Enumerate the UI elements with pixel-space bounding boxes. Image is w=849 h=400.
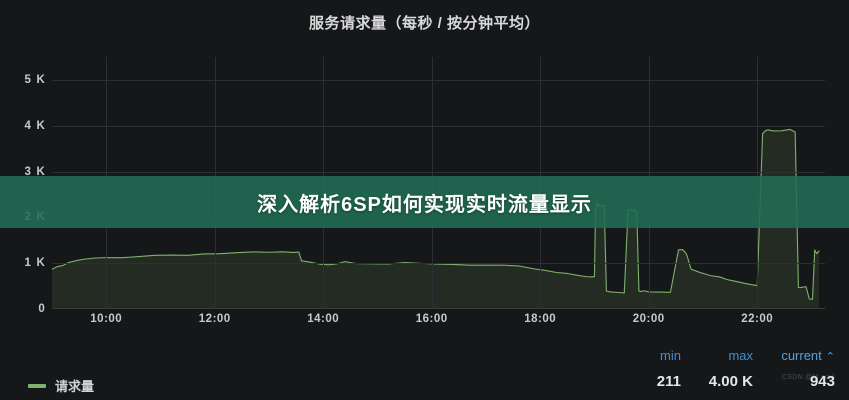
panel-title: 服务请求量（每秒 / 按分钟平均） — [308, 15, 540, 32]
overlay-banner-text: 深入解析6SP如何实现实时流量显示 — [257, 193, 592, 216]
y-axis-tick-label: 5 K — [24, 73, 46, 86]
stat-header-current-label: current — [781, 348, 822, 363]
stat-value-min: 211 — [656, 373, 681, 390]
stat-header-max[interactable]: max — [728, 348, 753, 363]
y-axis-tick-label: 0 — [38, 303, 46, 315]
watermark: CSDN @M.soul — [781, 374, 835, 381]
x-axis-tick-label: 14:00 — [307, 313, 340, 325]
y-axis-tick-label: 3 K — [24, 165, 46, 178]
x-axis-tick-label: 20:00 — [632, 313, 665, 325]
stat-header-current[interactable]: current ⌃ — [753, 338, 835, 363]
x-axis-tick-label: 22:00 — [741, 313, 774, 325]
gridline-horizontal — [52, 125, 825, 127]
x-axis-tick-label: 12:00 — [198, 313, 231, 325]
x-axis: 10:00 12:00 14:00 16:00 18:00 20:00 22:00 — [52, 313, 825, 333]
x-axis-baseline — [52, 308, 825, 309]
x-axis-tick-label: 16:00 — [415, 313, 448, 325]
y-axis-tick-label: 1 K — [24, 257, 46, 270]
gridline-horizontal — [52, 171, 825, 173]
legend-series-label: 请求量 — [55, 379, 95, 394]
stat-header-min[interactable]: min — [660, 348, 681, 363]
legend: 请求量 min max current ⌃ 211 4.00 K 943 CSDN… — [0, 338, 849, 400]
y-axis-tick-label: 4 K — [24, 119, 46, 132]
x-axis-tick-label: 18:00 — [524, 313, 557, 325]
stat-value-current: 943 — [809, 373, 835, 390]
stat-value-max: 4.00 K — [708, 373, 753, 390]
gridline-horizontal — [52, 79, 825, 81]
gridline-horizontal — [52, 263, 825, 265]
x-axis-tick-label: 10:00 — [90, 313, 123, 325]
overlay-banner: 深入解析6SP如何实现实时流量显示 — [0, 176, 849, 228]
legend-series-item[interactable]: 请求量 — [28, 376, 94, 395]
legend-stats-table: min max current ⌃ 211 4.00 K 943 — [619, 338, 835, 390]
legend-color-swatch — [28, 383, 46, 388]
chevron-up-icon: ⌃ — [825, 351, 835, 363]
